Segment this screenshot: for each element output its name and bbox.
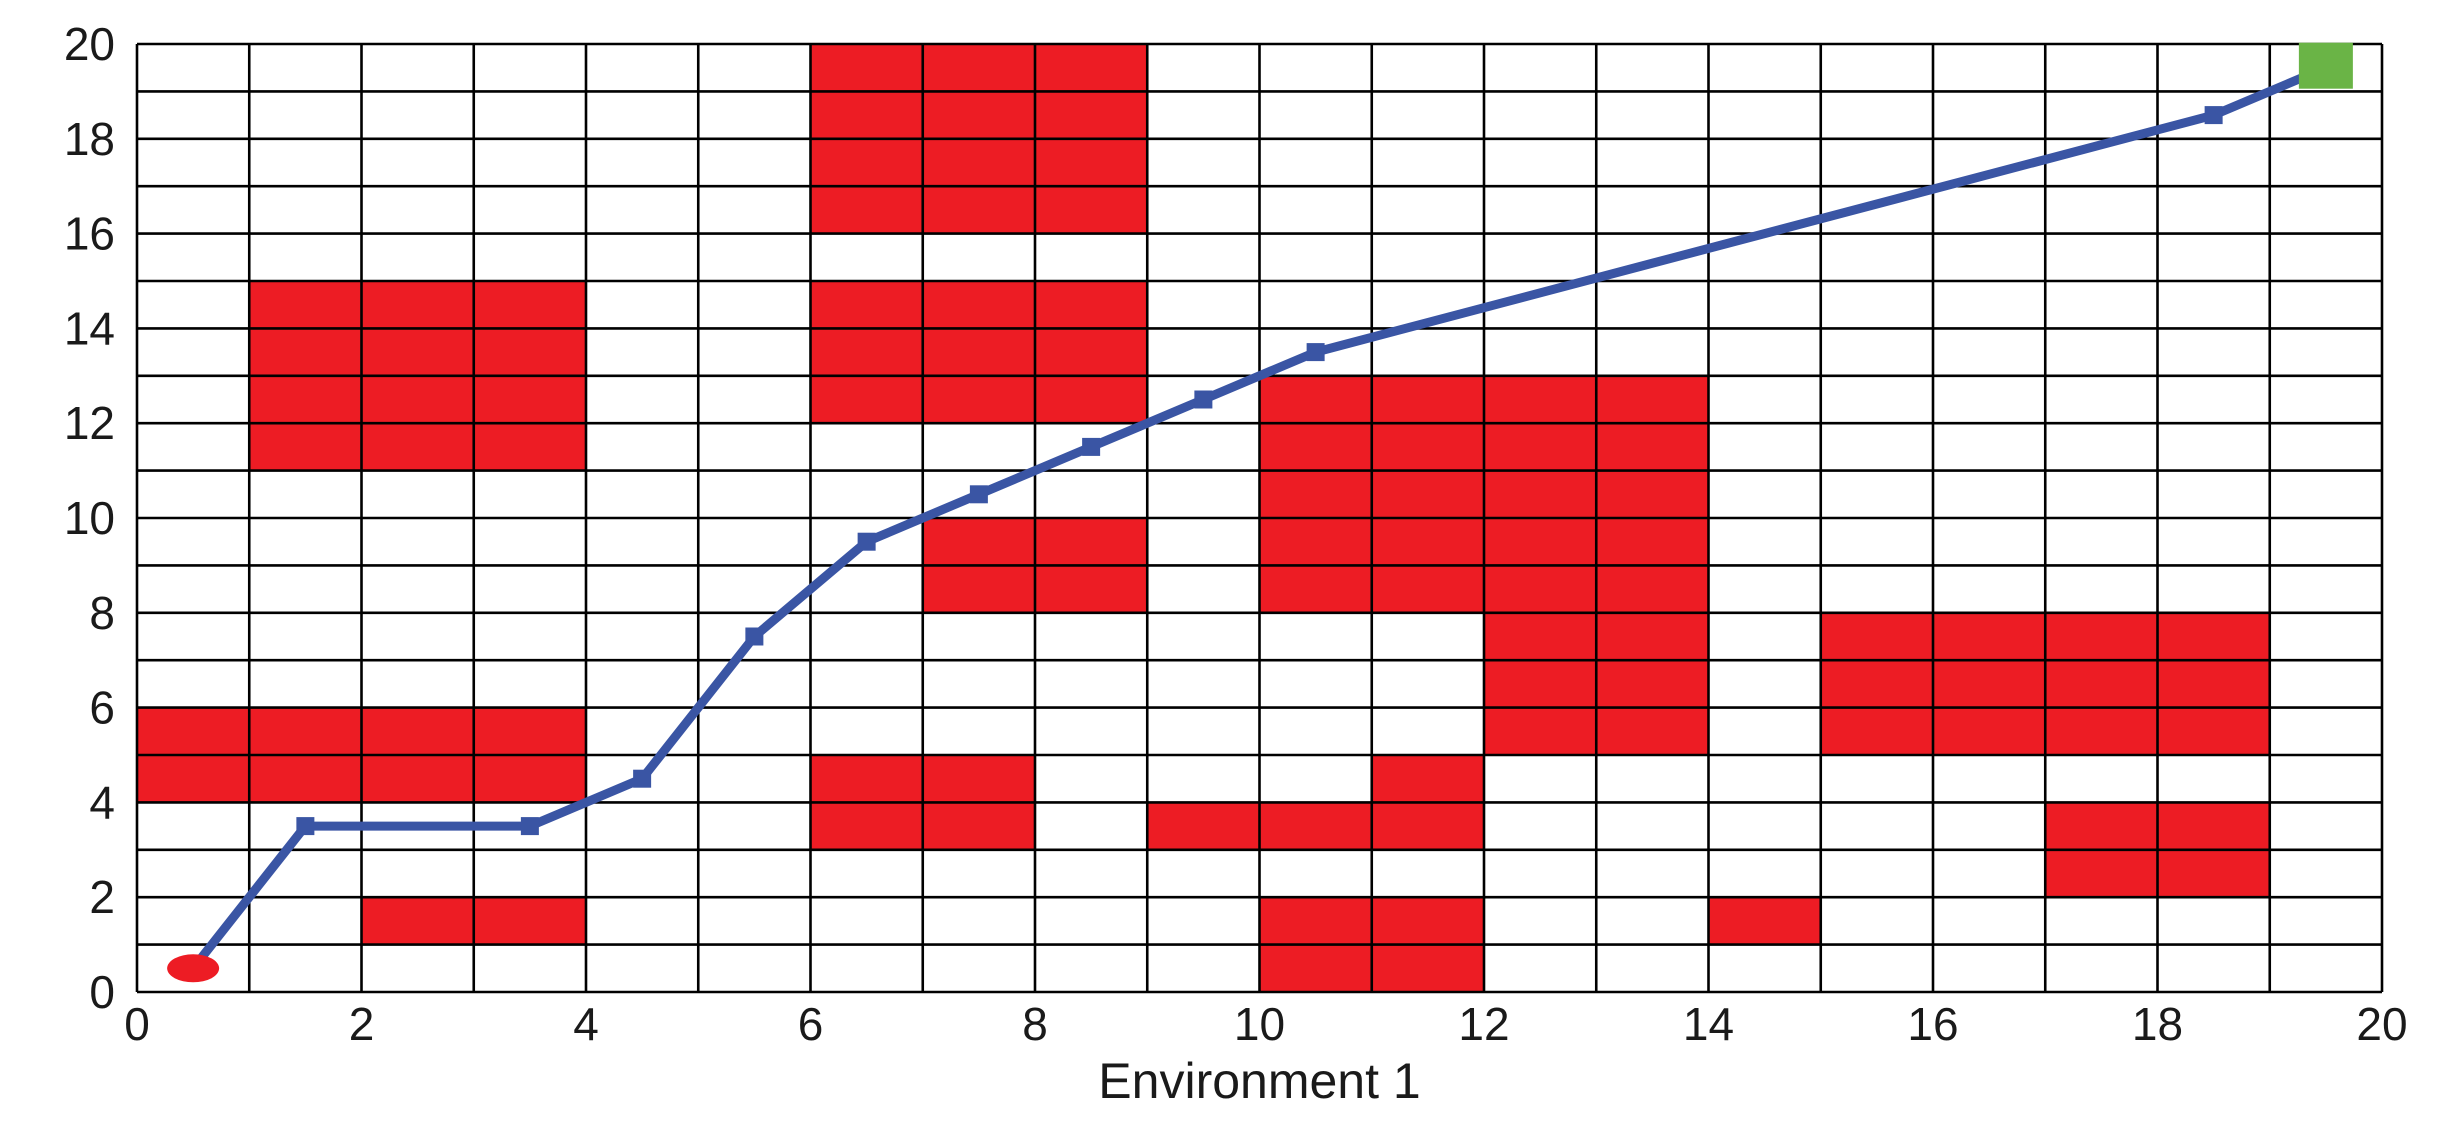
tick-labels: 0 2 4 6 8 10 12 14 16 18 20 0 2 4 6 8 10 12 14 16 18 20 [64, 18, 2408, 1050]
x-tick-label: 16 [1907, 998, 1958, 1050]
path-point [1306, 343, 1325, 362]
x-tick-label: 14 [1683, 998, 1734, 1050]
x-tick-label: 8 [1022, 998, 1048, 1050]
obstacle-block [1708, 897, 1821, 945]
path-point [1082, 437, 1101, 456]
x-tick-label: 10 [1234, 998, 1285, 1050]
x-tick-label: 0 [124, 998, 150, 1050]
path-point [857, 532, 876, 551]
path-point [745, 627, 764, 646]
start-marker [167, 954, 220, 983]
path-line [188, 63, 2331, 973]
x-tick-label: 12 [1458, 998, 1509, 1050]
x-axis-label: Environment 1 [1098, 1053, 1420, 1109]
y-tick-label: 0 [89, 966, 115, 1018]
marker-layer [167, 42, 2353, 983]
y-tick-label: 8 [89, 587, 115, 639]
x-tick-label: 18 [2132, 998, 2183, 1050]
y-tick-label: 20 [64, 18, 115, 70]
obstacle-block [810, 281, 1148, 424]
obstacle-block [1371, 755, 1484, 803]
obstacle-block [1147, 802, 1484, 850]
goal-marker [2298, 42, 2353, 89]
x-tick-label: 2 [349, 998, 375, 1050]
grid-lines [135, 42, 2384, 994]
x-tick-label: 4 [573, 998, 599, 1050]
x-tick-label: 20 [2356, 998, 2407, 1050]
path-point [296, 817, 315, 836]
y-tick-label: 10 [64, 492, 115, 544]
path-point [520, 817, 539, 836]
y-tick-label: 12 [64, 397, 115, 449]
y-tick-label: 16 [64, 208, 115, 260]
y-tick-label: 2 [89, 871, 115, 923]
path-point [969, 485, 988, 504]
path-point [1194, 390, 1213, 409]
path-layer [184, 58, 2335, 978]
y-tick-label: 4 [89, 776, 115, 828]
x-tick-label: 6 [798, 998, 824, 1050]
y-tick-label: 14 [64, 302, 115, 354]
path-point [2204, 106, 2223, 125]
path-point [633, 769, 652, 788]
y-tick-label: 6 [89, 682, 115, 734]
y-tick-label: 18 [64, 113, 115, 165]
